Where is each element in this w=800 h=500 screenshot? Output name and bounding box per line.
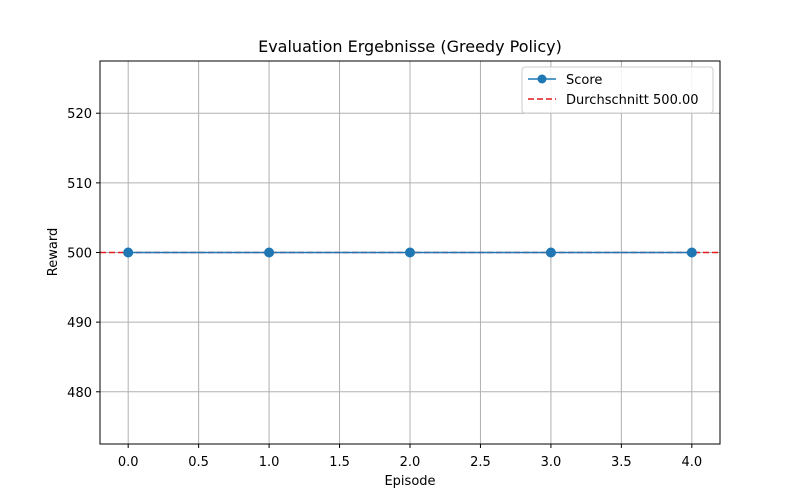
score-point: [686, 247, 697, 258]
series-group: [123, 247, 697, 258]
score-point: [264, 247, 275, 258]
y-axis-label: Reward: [46, 228, 61, 276]
legend-score-label: Score: [566, 73, 602, 88]
x-axis-label: Episode: [384, 474, 435, 489]
x-tick-label: 4.0: [681, 455, 702, 470]
x-tick-label: 1.0: [259, 455, 280, 470]
x-tick-label: 1.5: [329, 455, 350, 470]
legend-score-marker: [537, 74, 547, 84]
x-tick-label: 0.0: [118, 455, 139, 470]
x-tick-label: 3.5: [611, 455, 632, 470]
score-point: [123, 247, 134, 258]
y-tick-label: 520: [67, 107, 92, 122]
x-tick-label: 2.5: [470, 455, 491, 470]
legend: Score Durchschnitt 500.00: [521, 66, 714, 114]
score-point: [545, 247, 556, 258]
score-point: [405, 247, 415, 258]
y-tick-label: 510: [67, 177, 92, 192]
axis-ticks: 0.0 0.5 1.0 1.5 2.0 2.5 3.0 3.5 4.0 480 490 500 510 5…: [67, 107, 702, 470]
x-tick-label: 2.0: [400, 455, 421, 470]
y-tick-label: 480: [67, 386, 92, 401]
x-tick-label: 3.0: [541, 455, 562, 470]
x-tick-label: 0.5: [188, 455, 209, 470]
y-tick-label: 490: [67, 316, 92, 331]
chart-title: Evaluation Ergebnisse (Greedy Policy): [258, 37, 562, 56]
y-tick-label: 500: [67, 247, 92, 262]
legend-box: [521, 66, 714, 114]
legend-average-label: Durchschnitt 500.00: [566, 93, 699, 108]
